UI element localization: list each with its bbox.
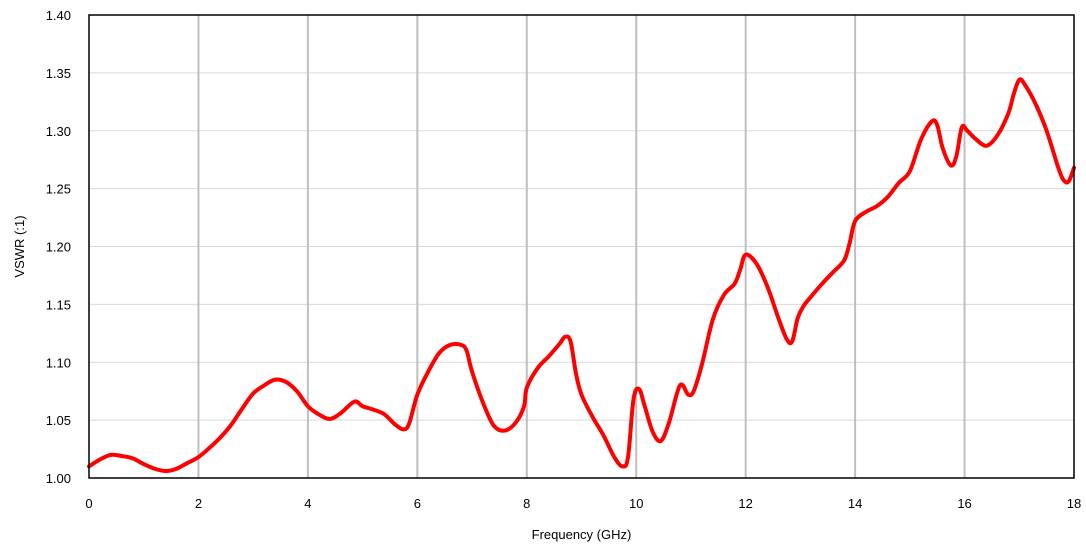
- grid: [89, 15, 1074, 478]
- y-tick-label: 1.15: [46, 297, 71, 312]
- x-tick-label: 6: [414, 496, 421, 511]
- y-axis-title: VSWR (:1): [12, 215, 27, 277]
- x-tick-label: 14: [848, 496, 862, 511]
- y-axis-tick-labels: 1.00 1.05 1.10 1.15 1.20 1.25 1.30 1.35 1.40: [46, 8, 71, 486]
- x-tick-label: 4: [304, 496, 311, 511]
- x-tick-label: 16: [957, 496, 971, 511]
- x-tick-label: 8: [523, 496, 530, 511]
- y-tick-label: 1.00: [46, 471, 71, 486]
- x-tick-label: 2: [195, 496, 202, 511]
- y-tick-label: 1.35: [46, 66, 71, 81]
- vswr-series-line: [87, 77, 1076, 474]
- x-tick-label: 18: [1067, 496, 1081, 511]
- y-tick-label: 1.25: [46, 182, 71, 197]
- plot-area-border: [88, 14, 1075, 479]
- y-tick-label: 1.05: [46, 413, 71, 428]
- x-axis-tick-labels: 0 2 4 6 8 10 12 14 16 18: [85, 496, 1081, 511]
- y-tick-label: 1.40: [46, 8, 71, 23]
- x-tick-label: 0: [85, 496, 92, 511]
- x-tick-label: 10: [629, 496, 643, 511]
- x-axis-title: Frequency (GHz): [532, 527, 632, 542]
- y-tick-label: 1.10: [46, 355, 71, 370]
- y-tick-label: 1.30: [46, 124, 71, 139]
- x-tick-label: 12: [738, 496, 752, 511]
- y-tick-label: 1.20: [46, 240, 71, 255]
- series-layer: [87, 77, 1076, 474]
